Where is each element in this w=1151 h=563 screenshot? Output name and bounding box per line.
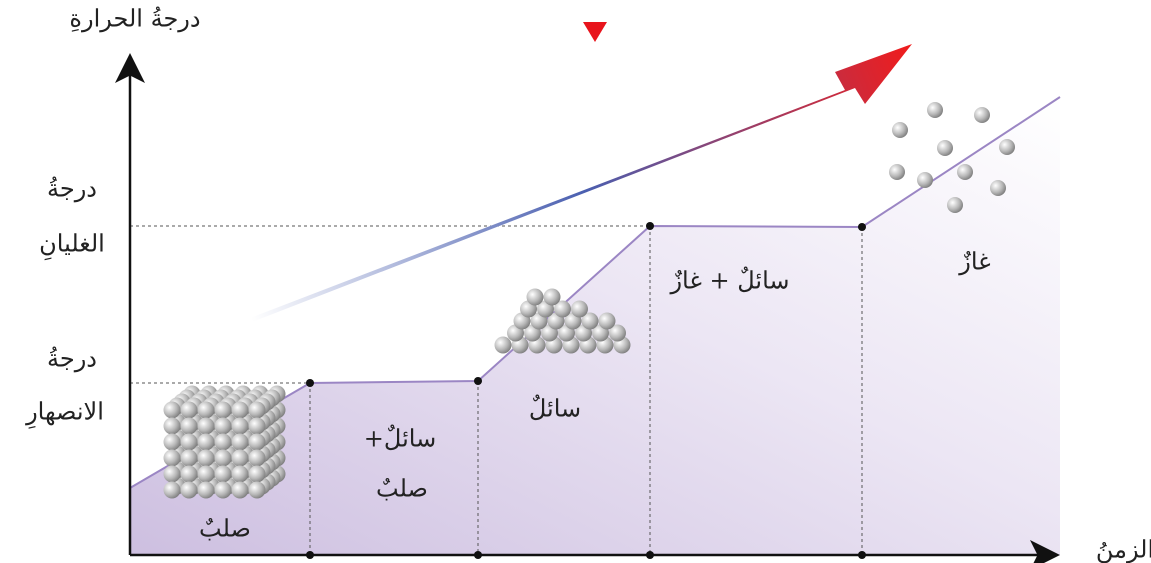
particle bbox=[526, 288, 544, 306]
particle bbox=[248, 417, 266, 435]
melting-label: درجةُ bbox=[47, 345, 97, 373]
region-label: سائلٌ+ bbox=[364, 424, 436, 452]
particle bbox=[197, 465, 215, 483]
particle bbox=[163, 433, 181, 451]
particle bbox=[214, 481, 232, 499]
particle bbox=[581, 312, 599, 330]
particle bbox=[197, 481, 215, 499]
particle bbox=[917, 172, 933, 188]
particle bbox=[543, 288, 561, 306]
particle bbox=[214, 449, 232, 467]
marker-triangle bbox=[583, 22, 607, 42]
particle bbox=[999, 139, 1015, 155]
particle bbox=[571, 300, 588, 318]
particle bbox=[554, 300, 571, 318]
particle bbox=[180, 417, 198, 435]
particle bbox=[248, 433, 266, 451]
particle bbox=[231, 465, 249, 483]
y-axis-label: درجةُ الحرارةِ bbox=[69, 5, 200, 33]
particle bbox=[937, 140, 953, 156]
particle bbox=[180, 401, 198, 419]
particle bbox=[180, 481, 198, 499]
particle bbox=[889, 164, 905, 180]
x-axis-label: الزمنُ bbox=[1096, 536, 1151, 563]
particle bbox=[248, 481, 266, 499]
particle bbox=[609, 324, 626, 342]
particle bbox=[180, 433, 198, 451]
particle bbox=[990, 180, 1006, 196]
particle bbox=[197, 449, 215, 467]
temperature-arrow bbox=[250, 44, 912, 322]
particle bbox=[214, 465, 232, 483]
region-label: سائلٌ + غازٌ bbox=[669, 266, 789, 294]
particle bbox=[214, 401, 232, 419]
particle bbox=[163, 449, 181, 467]
particle bbox=[163, 465, 181, 483]
particle bbox=[248, 449, 266, 467]
particle bbox=[927, 102, 943, 118]
particle bbox=[248, 401, 266, 419]
boiling-label: درجةُ bbox=[47, 175, 97, 203]
particle bbox=[892, 122, 908, 138]
particle bbox=[957, 164, 973, 180]
particle bbox=[214, 433, 232, 451]
region-label: غازٌ bbox=[958, 248, 990, 276]
particle bbox=[947, 197, 963, 213]
particle bbox=[974, 107, 990, 123]
particle bbox=[231, 481, 249, 499]
particle bbox=[197, 417, 215, 435]
particle bbox=[231, 433, 249, 451]
region-label: صلبٌ bbox=[376, 475, 428, 503]
particles bbox=[163, 102, 1015, 499]
particle bbox=[598, 312, 616, 330]
particle bbox=[494, 336, 512, 354]
guide-lines bbox=[130, 225, 863, 555]
particle bbox=[197, 433, 215, 451]
particle bbox=[231, 401, 249, 419]
region-label: سائلٌ bbox=[529, 394, 581, 422]
particle bbox=[231, 449, 249, 467]
particle bbox=[248, 465, 266, 483]
region-label: صلبٌ bbox=[199, 515, 251, 543]
particle bbox=[180, 465, 198, 483]
particle bbox=[180, 449, 198, 467]
particle bbox=[197, 401, 215, 419]
particle bbox=[163, 417, 181, 435]
particle bbox=[231, 417, 249, 435]
particle bbox=[163, 401, 181, 419]
particle bbox=[163, 481, 181, 499]
boiling-label: الغليانِ bbox=[39, 230, 105, 261]
particle bbox=[214, 417, 232, 435]
melting-label: الانصهارِ bbox=[25, 398, 104, 430]
